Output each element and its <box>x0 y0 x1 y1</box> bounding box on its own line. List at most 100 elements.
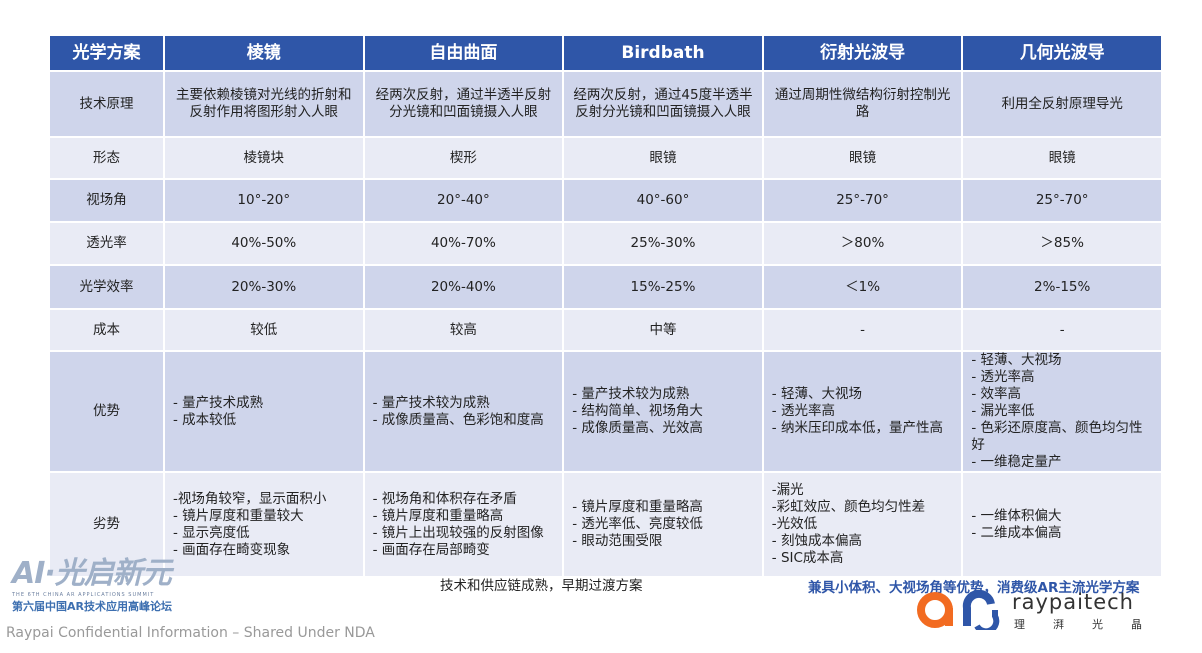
list-item: - 漏光率低 <box>971 403 1035 419</box>
table-row: 劣势 -视场角较窄，显示面积小 - 镜片厚度和重量较大 - 显示亮度低 - 画面存在畸变… <box>48 471 1163 578</box>
list-item: - 画面存在畸变现象 <box>173 541 291 558</box>
list-item: -漏光 <box>771 482 804 498</box>
row-label: 成本 <box>48 308 165 352</box>
list-item: - 透光率高 <box>771 403 835 419</box>
row-label: 视场角 <box>48 178 165 223</box>
list-item: - 成本较低 <box>173 411 237 428</box>
table-cell: 40%-70% <box>362 221 565 266</box>
table-cell: - 一维体积偏大 - 二维成本偏高 <box>961 471 1163 578</box>
list-item: -光效低 <box>771 516 818 532</box>
brand-cn: 理湃光晶 <box>1014 618 1170 631</box>
table-cell: 20%-30% <box>163 264 365 310</box>
header-cell: 衍射光波导 <box>761 34 964 72</box>
header-cell: 光学方案 <box>48 34 165 72</box>
table-cell: - <box>961 308 1163 352</box>
table-cell: 眼镜 <box>961 136 1163 180</box>
list-item: - 透光率高 <box>971 369 1035 385</box>
list-item: - 二维成本偏高 <box>971 524 1062 541</box>
header-cell: 几何光波导 <box>961 34 1163 72</box>
table-cell: 经两次反射，通过45度半透半反射分光镜和凹面镜摄入人眼 <box>562 70 764 138</box>
table-cell: 较高 <box>362 308 565 352</box>
table-cell: -视场角较窄，显示面积小 - 镜片厚度和重量较大 - 显示亮度低 - 画面存在畸变现象 <box>163 471 365 578</box>
list-item: - 结构简单、视场角大 <box>572 403 703 419</box>
table-cell: 眼镜 <box>761 136 964 180</box>
table-cell: - <box>761 308 964 352</box>
list-item: - 成像质量高、色彩饱和度高 <box>372 411 544 428</box>
list-item: - 量产技术成熟 <box>173 394 264 411</box>
table-body: 技术原理 主要依赖棱镜对光线的折射和反射作用将图形射入人眼 经两次反射，通过半透半反… <box>48 70 1163 578</box>
header-cell: 自由曲面 <box>362 34 565 72</box>
list-item: - 效率高 <box>971 386 1022 402</box>
row-label: 透光率 <box>48 221 165 266</box>
list-item: -视场角较窄，显示面积小 <box>173 490 327 507</box>
table-cell: - 轻薄、大视场 - 透光率高 - 纳米压印成本低，量产性高 <box>761 350 964 473</box>
list-item: - 纳米压印成本低，量产性高 <box>771 420 943 436</box>
table-cell: - 轻薄、大视场 - 透光率高 - 效率高 - 漏光率低 - 色彩还原度高、颜色均匀性好… <box>961 350 1163 473</box>
table-cell: - 量产技术成熟 - 成本较低 <box>163 350 365 473</box>
table-cell: - 量产技术较为成熟 - 成像质量高、色彩饱和度高 <box>362 350 565 473</box>
table-cell: 25%-30% <box>562 221 764 266</box>
table-cell: - 镜片厚度和重量略高 - 透光率低、亮度较低 - 眼动范围受限 <box>562 471 764 578</box>
table-row: 优势 - 量产技术成熟 - 成本较低 - 量产技术较为成熟 - 成像质量高、色彩饱和度高… <box>48 350 1163 473</box>
row-label: 技术原理 <box>48 70 165 138</box>
table-cell: 15%-25% <box>562 264 764 310</box>
table-cell: 棱镜块 <box>163 136 365 180</box>
footer: Raypai Confidential Information – Shared… <box>6 625 375 641</box>
table-cell: 25°-70° <box>961 178 1163 223</box>
row-label: 形态 <box>48 136 165 180</box>
table-cell: 较低 <box>163 308 365 352</box>
note: 兼具小体积、大视场角等优势，消费级AR主流光学方案 <box>808 580 1140 596</box>
list-item: - SIC成本高 <box>771 550 844 566</box>
header-cell: Birdbath <box>562 34 764 72</box>
row-label: 光学效率 <box>48 264 165 310</box>
list-item: - 轻薄、大视场 <box>771 386 862 402</box>
list-item: - 眼动范围受限 <box>572 533 663 549</box>
table-cell: 楔形 <box>362 136 565 180</box>
list-item: - 量产技术较为成熟 <box>372 394 490 411</box>
event-name: AI·光启新元 <box>12 556 172 591</box>
table-cell: 中等 <box>562 308 764 352</box>
table-cell: 20%-40% <box>362 264 565 310</box>
table-row: 形态 棱镜块 楔形 眼镜 眼镜 眼镜 <box>48 136 1163 180</box>
list-item: - 量产技术较为成熟 <box>572 386 690 402</box>
table-cell: -漏光 -彩虹效应、颜色均匀性差 -光效低 - 刻蚀成本偏高 - SIC成本高 <box>761 471 964 578</box>
list-item: - 一维体积偏大 <box>971 507 1062 524</box>
table-row: 透光率 40%-50% 40%-70% 25%-30% ＞80% ＞85% <box>48 221 1163 266</box>
list-item: - 镜片厚度和重量略高 <box>572 499 703 515</box>
table-cell: 利用全反射原理导光 <box>961 70 1163 138</box>
table-cell: 眼镜 <box>562 136 764 180</box>
table-cell: - 量产技术较为成熟 - 结构简单、视场角大 - 成像质量高、光效高 <box>562 350 764 473</box>
table-cell: 10°-20° <box>163 178 365 223</box>
list-item: - 镜片上出现较强的反射图像 <box>372 524 544 541</box>
table-cell: 25°-70° <box>761 178 964 223</box>
table-row: 成本 较低 较高 中等 - - <box>48 308 1163 352</box>
table-row: 光学效率 20%-30% 20%-40% 15%-25% ＜1% 2%-15% <box>48 264 1163 310</box>
table-cell: - 视场角和体积存在矛盾 - 镜片厚度和重量略高 - 镜片上出现较强的反射图像 - 画… <box>362 471 565 578</box>
list-item: - 透光率低、亮度较低 <box>572 516 703 532</box>
list-item: - 轻薄、大视场 <box>971 352 1062 368</box>
list-item: - 画面存在局部畸变 <box>372 541 490 558</box>
table-cell: 40°-60° <box>562 178 764 223</box>
list-item: - 一维稳定量产 <box>971 454 1062 470</box>
list-item: - 色彩还原度高、颜色均匀性好 <box>971 420 1143 453</box>
comparison-table: 光学方案 棱镜 自由曲面 Birdbath 衍射光波导 几何光波导 技术原理 主要依赖棱镜对… <box>48 34 1163 578</box>
table-cell: ＜1% <box>761 264 964 310</box>
list-item: - 镜片厚度和重量略高 <box>372 507 504 524</box>
list-item: - 显示亮度低 <box>173 524 250 541</box>
table-cell: ＞85% <box>961 221 1163 266</box>
list-item: - 刻蚀成本偏高 <box>771 533 862 549</box>
table-cell: 经两次反射，通过半透半反射分光镜和凹面镜摄入人眼 <box>362 70 565 138</box>
event-title: 第六届中国AR技术应用高峰论坛 <box>12 600 172 613</box>
table-cell: 40%-50% <box>163 221 365 266</box>
list-item: - 镜片厚度和重量较大 <box>173 507 304 524</box>
row-label: 优势 <box>48 350 165 473</box>
table-cell: 20°-40° <box>362 178 565 223</box>
note: 技术和供应链成熟，早期过渡方案 <box>440 578 643 594</box>
table-cell: 主要依赖棱镜对光线的折射和反射作用将图形射入人眼 <box>163 70 365 138</box>
header-cell: 棱镜 <box>163 34 365 72</box>
brand-mark <box>917 590 1000 630</box>
event-subtitle: THE 6TH CHINA AR APPLICATIONS SUMMIT <box>12 592 155 598</box>
header-row: 光学方案 棱镜 自由曲面 Birdbath 衍射光波导 几何光波导 <box>48 34 1163 72</box>
row-label: 劣势 <box>48 471 165 578</box>
